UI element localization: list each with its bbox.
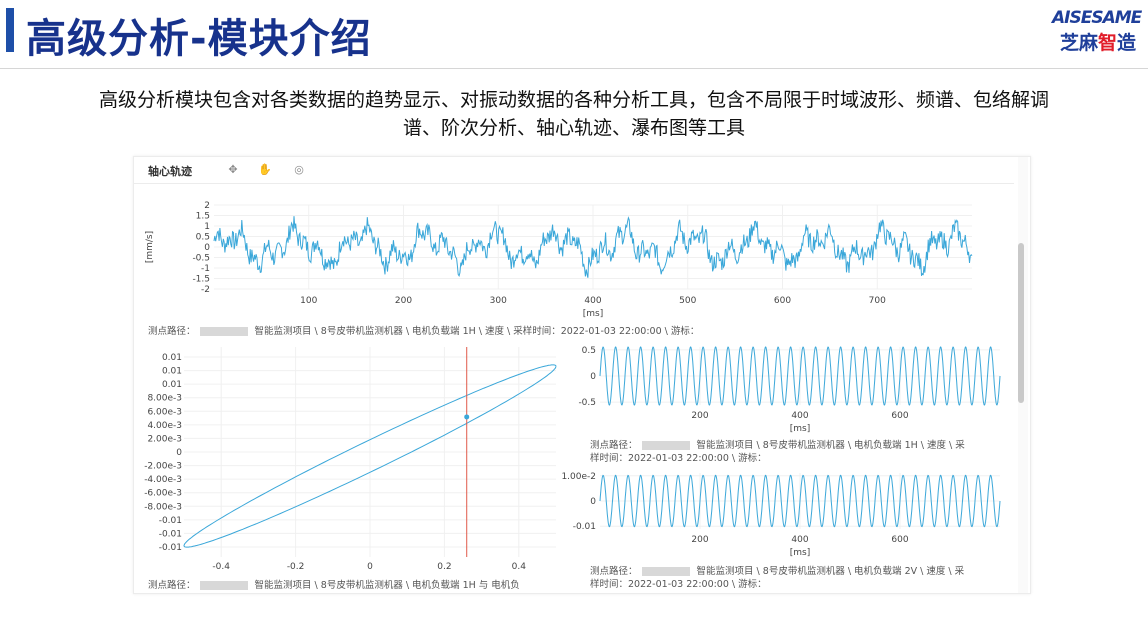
redacted-block bbox=[641, 441, 690, 450]
orbit-cursor-point bbox=[464, 414, 470, 420]
sine-2v-series-line bbox=[599, 474, 1001, 528]
orbit-y-tick: 0 bbox=[176, 448, 182, 458]
waveform-y-tick: -0.5 bbox=[192, 254, 210, 264]
redacted-block bbox=[641, 567, 690, 576]
orbit-x-tick: -0.2 bbox=[287, 562, 305, 572]
orbit-y-tick: -0.01 bbox=[159, 516, 182, 526]
orbit-y-tick: -0.01 bbox=[159, 529, 182, 539]
orbit-y-tick: 4.00e-3 bbox=[147, 421, 182, 431]
redacted-block bbox=[199, 581, 248, 590]
waveform-x-tick: 300 bbox=[490, 296, 507, 306]
orbit-y-tick: -0.01 bbox=[159, 543, 182, 553]
orbit-y-tick: 0.01 bbox=[162, 367, 182, 377]
orbit-y-tick: 0.01 bbox=[162, 353, 182, 363]
orbit-x-tick: -0.4 bbox=[212, 562, 230, 572]
orbit-x-tick: 0 bbox=[367, 562, 373, 572]
orbit-info-text: 测点路径： 智能监测项目 \ 8号皮带机监测机器 \ 电机负载端 1H 与 电机… bbox=[148, 580, 520, 591]
orbit-y-tick: 6.00e-3 bbox=[147, 407, 182, 417]
waveform-x-tick: 600 bbox=[774, 296, 791, 306]
orbit-y-tick: 2.00e-3 bbox=[147, 434, 182, 444]
waveform-y-tick: 2 bbox=[204, 201, 210, 211]
waveform-x-tick: 400 bbox=[584, 296, 601, 306]
move-icon[interactable]: ✥ bbox=[228, 163, 238, 176]
sine-1h-y-tick: 0.5 bbox=[582, 346, 596, 356]
logo-chinese-b: 智 bbox=[1098, 32, 1118, 54]
sine-1h-info-line-2: 样时间：2022-01-03 22:00:00 \ 游标： bbox=[590, 453, 767, 464]
sine-1h-x-tick: 600 bbox=[891, 411, 908, 421]
page-title: 高级分析-模块介绍 bbox=[26, 16, 372, 62]
toolbar-divider bbox=[134, 183, 1014, 184]
logo-chinese-c: 造 bbox=[1117, 32, 1137, 54]
sine-2v-y-tick: 1.00e-2 bbox=[561, 472, 596, 482]
orbit-y-tick: 0.01 bbox=[162, 380, 182, 390]
waveform-info-text: 测点路径： 智能监测项目 \ 8号皮带机监测机器 \ 电机负载端 1H \ 速度… bbox=[148, 326, 700, 337]
orbit-y-tick: -4.00e-3 bbox=[144, 475, 182, 485]
description-line-1: 高级分析模块包含对各类数据的趋势显示、对振动数据的各种分析工具，包含不局限于时域… bbox=[98, 89, 1049, 111]
waveform-x-tick: 500 bbox=[679, 296, 696, 306]
sine-2v-info-line-2: 样时间：2022-01-03 22:00:00 \ 游标： bbox=[590, 579, 767, 590]
waveform-y-tick: -2 bbox=[201, 285, 210, 295]
sine-2v-x-tick: 200 bbox=[691, 535, 708, 545]
waveform-x-tick: 200 bbox=[395, 296, 412, 306]
sine-1h-y-tick: 0 bbox=[590, 372, 596, 382]
description-line-2: 谱、阶次分析、轴心轨迹、瀑布图等工具 bbox=[402, 117, 745, 139]
logo-english: AISESAME bbox=[1052, 8, 1142, 28]
header-divider bbox=[0, 68, 1148, 69]
sine-1h-info: 测点路径： 智能监测项目 \ 8号皮带机监测机器 \ 电机负载端 1H \ 速度… bbox=[590, 439, 965, 465]
waveform-info: 测点路径： 智能监测项目 \ 8号皮带机监测机器 \ 电机负载端 1H \ 速度… bbox=[148, 325, 699, 338]
sine-2v-x-tick: 600 bbox=[891, 535, 908, 545]
waveform-y-tick: -1 bbox=[201, 264, 210, 274]
orbit-ellipse bbox=[183, 364, 557, 548]
waveform-y-tick: 1 bbox=[204, 222, 210, 232]
sine-1h-y-tick: -0.5 bbox=[578, 398, 596, 408]
sine-2v-info-line-1: 测点路径： 智能监测项目 \ 8号皮带机监测机器 \ 电机负载端 2V \ 速度… bbox=[590, 566, 965, 577]
brand-logo: AISESAME 芝麻智造 bbox=[1052, 8, 1146, 55]
orbit-y-tick: -8.00e-3 bbox=[144, 502, 182, 512]
sine-2v-x-label: [ms] bbox=[790, 548, 810, 558]
waveform-series-line bbox=[213, 216, 973, 278]
waveform-y-tick: -1.5 bbox=[192, 275, 210, 285]
redacted-block bbox=[199, 327, 248, 336]
module-description: 高级分析模块包含对各类数据的趋势显示、对振动数据的各种分析工具，包含不局限于时域… bbox=[0, 86, 1148, 142]
sine-1h-x-tick: 400 bbox=[791, 411, 808, 421]
sine-1h-series-line bbox=[599, 346, 1001, 406]
orbit-y-tick: -2.00e-3 bbox=[144, 462, 182, 472]
sine-1h-x-label: [ms] bbox=[790, 424, 810, 434]
orbit-analysis-panel: 轴心轨迹 ✥ ✋ ◎ 2 1.5 1 0.5 0 -0.5 -1 -1.5 -2 100 200 30… bbox=[133, 156, 1031, 594]
orbit-y-tick: -6.00e-3 bbox=[144, 489, 182, 499]
sine-2v-y-tick: 0 bbox=[590, 497, 596, 507]
panel-title: 轴心轨迹 bbox=[148, 165, 192, 178]
orbit-x-tick: 0.4 bbox=[512, 562, 527, 572]
title-accent-bar bbox=[6, 8, 14, 52]
hand-icon[interactable]: ✋ bbox=[258, 163, 272, 176]
sine-1h-x-tick: 200 bbox=[691, 411, 708, 421]
waveform-x-label: [ms] bbox=[583, 309, 603, 319]
logo-chinese: 芝麻智造 bbox=[1060, 28, 1136, 55]
waveform-x-tick: 100 bbox=[300, 296, 317, 306]
orbit-x-tick: 0.2 bbox=[437, 562, 451, 572]
scrollbar-thumb[interactable] bbox=[1018, 243, 1024, 403]
sine-2v-info: 测点路径： 智能监测项目 \ 8号皮带机监测机器 \ 电机负载端 2V \ 速度… bbox=[590, 565, 964, 591]
waveform-x-tick: 700 bbox=[869, 296, 886, 306]
sine-2v-x-tick: 400 bbox=[791, 535, 808, 545]
camera-icon[interactable]: ◎ bbox=[294, 163, 304, 176]
orbit-y-tick: 8.00e-3 bbox=[147, 394, 182, 404]
sine-2v-y-tick: -0.01 bbox=[573, 522, 596, 532]
sine-1h-info-line-1: 测点路径： 智能监测项目 \ 8号皮带机监测机器 \ 电机负载端 1H \ 速度… bbox=[590, 440, 965, 451]
waveform-y-tick: 1.5 bbox=[196, 212, 210, 222]
orbit-info: 测点路径： 智能监测项目 \ 8号皮带机监测机器 \ 电机负载端 1H 与 电机… bbox=[148, 579, 520, 592]
waveform-y-tick: 0 bbox=[204, 243, 210, 253]
logo-chinese-a: 芝麻 bbox=[1060, 32, 1099, 54]
waveform-y-tick: 0.5 bbox=[196, 233, 210, 243]
waveform-y-label: [mm/s] bbox=[145, 231, 155, 263]
